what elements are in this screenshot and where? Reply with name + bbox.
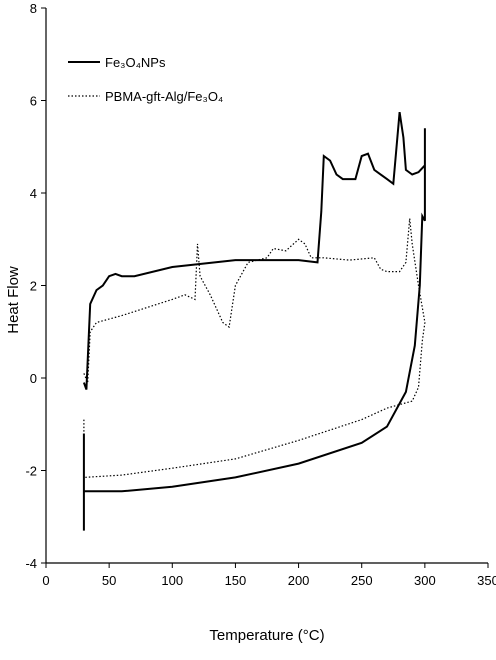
- x-tick-label: 300: [414, 573, 436, 588]
- series-line: [82, 111, 426, 531]
- y-axis-label: Heat Flow: [5, 266, 22, 334]
- x-tick-label: 200: [288, 573, 310, 588]
- y-tick-label: -4: [25, 556, 37, 571]
- y-tick-label: 2: [30, 279, 37, 294]
- y-tick-label: 6: [30, 94, 37, 109]
- x-tick-label: 350: [477, 573, 496, 588]
- legend-label: Fe₃O₄NPs: [105, 55, 166, 70]
- x-tick-label: 50: [102, 573, 116, 588]
- x-tick-label: 0: [42, 573, 49, 588]
- y-tick-label: 4: [30, 186, 37, 201]
- x-tick-label: 100: [161, 573, 183, 588]
- x-axis-label: Temperature (°C): [209, 627, 324, 644]
- y-tick-label: 0: [30, 371, 37, 386]
- legend-label: PBMA-gft-Alg/Fe₃O₄: [105, 89, 223, 104]
- series-line: [83, 218, 426, 478]
- x-tick-label: 250: [351, 573, 373, 588]
- y-tick-label: -2: [25, 464, 37, 479]
- y-tick-label: 8: [30, 1, 37, 16]
- x-tick-label: 150: [225, 573, 247, 588]
